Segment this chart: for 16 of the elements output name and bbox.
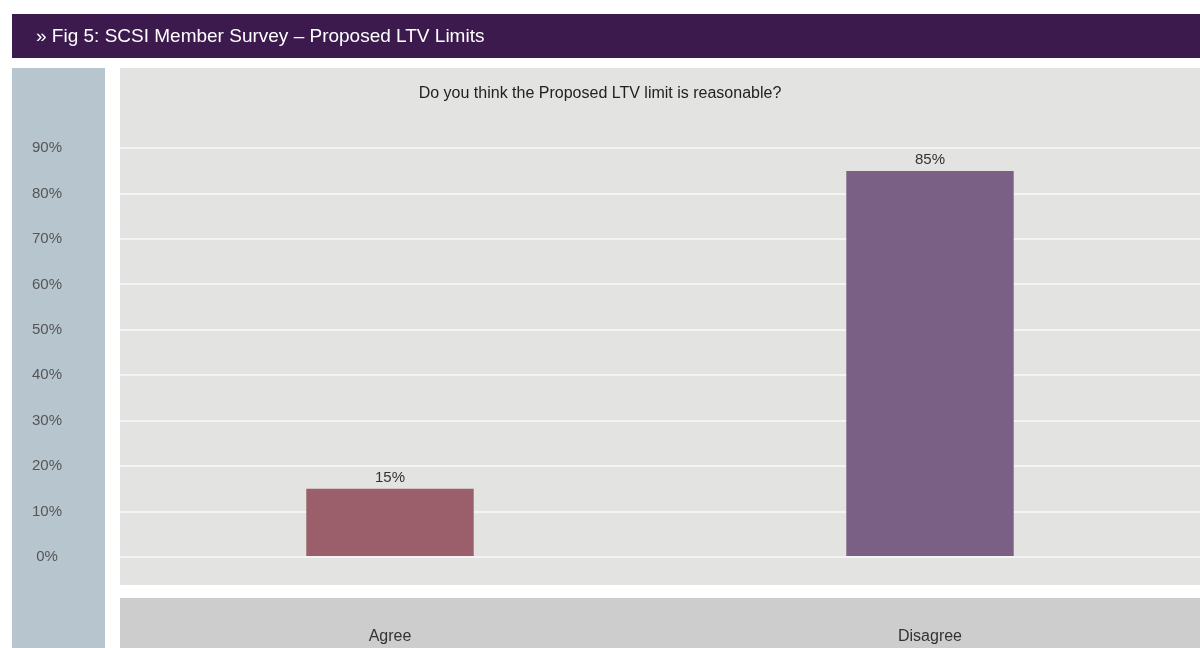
x-tick-label: Disagree [897,627,963,645]
chart-subtitle: Do you think the Proposed LTV limit is reasonable? [418,84,782,102]
y-tick-label: 70% [31,229,62,247]
y-tick-label: 30% [31,410,62,428]
y-tick-label: 10% [31,501,62,519]
y-tick-label: 20% [31,456,62,474]
y-tick-label: 0% [36,547,58,565]
x-tick-label: Agree [368,627,412,645]
chart-title: » Fig 5: SCSI Member Survey – Proposed LTV Limits [12,14,1200,58]
data-label: 15% [374,467,406,485]
y-tick-label: 90% [31,138,62,156]
y-tick-label: 40% [31,365,62,383]
y-tick-label: 80% [31,183,62,201]
y-tick-label: 60% [31,274,62,292]
y-tick-label: 50% [31,320,62,338]
data-label: 85% [914,149,946,167]
